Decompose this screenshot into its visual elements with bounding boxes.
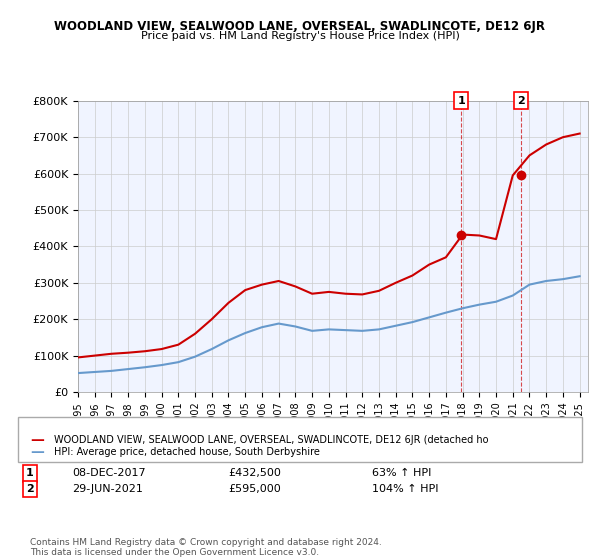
Text: Contains HM Land Registry data © Crown copyright and database right 2024.
This d: Contains HM Land Registry data © Crown c… — [30, 538, 382, 557]
Text: WOODLAND VIEW, SEALWOOD LANE, OVERSEAL, SWADLINCOTE, DE12 6JR: WOODLAND VIEW, SEALWOOD LANE, OVERSEAL, … — [55, 20, 545, 32]
Text: —: — — [30, 445, 44, 459]
Text: Price paid vs. HM Land Registry's House Price Index (HPI): Price paid vs. HM Land Registry's House … — [140, 31, 460, 41]
Text: 104% ↑ HPI: 104% ↑ HPI — [372, 484, 439, 494]
Text: 08-DEC-2017: 08-DEC-2017 — [72, 468, 146, 478]
Text: 1: 1 — [26, 468, 34, 478]
Text: 29-JUN-2021: 29-JUN-2021 — [72, 484, 143, 494]
Text: 2: 2 — [26, 484, 34, 494]
Text: £432,500: £432,500 — [228, 468, 281, 478]
Text: HPI: Average price, detached house, South Derbyshire: HPI: Average price, detached house, Sout… — [54, 447, 320, 457]
Text: 63% ↑ HPI: 63% ↑ HPI — [372, 468, 431, 478]
Text: WOODLAND VIEW, SEALWOOD LANE, OVERSEAL, SWADLINCOTE, DE12 6JR (detached ho: WOODLAND VIEW, SEALWOOD LANE, OVERSEAL, … — [54, 435, 488, 445]
Text: 1: 1 — [457, 96, 465, 106]
Text: 2: 2 — [517, 96, 525, 106]
Text: —: — — [30, 432, 44, 447]
Text: £595,000: £595,000 — [228, 484, 281, 494]
